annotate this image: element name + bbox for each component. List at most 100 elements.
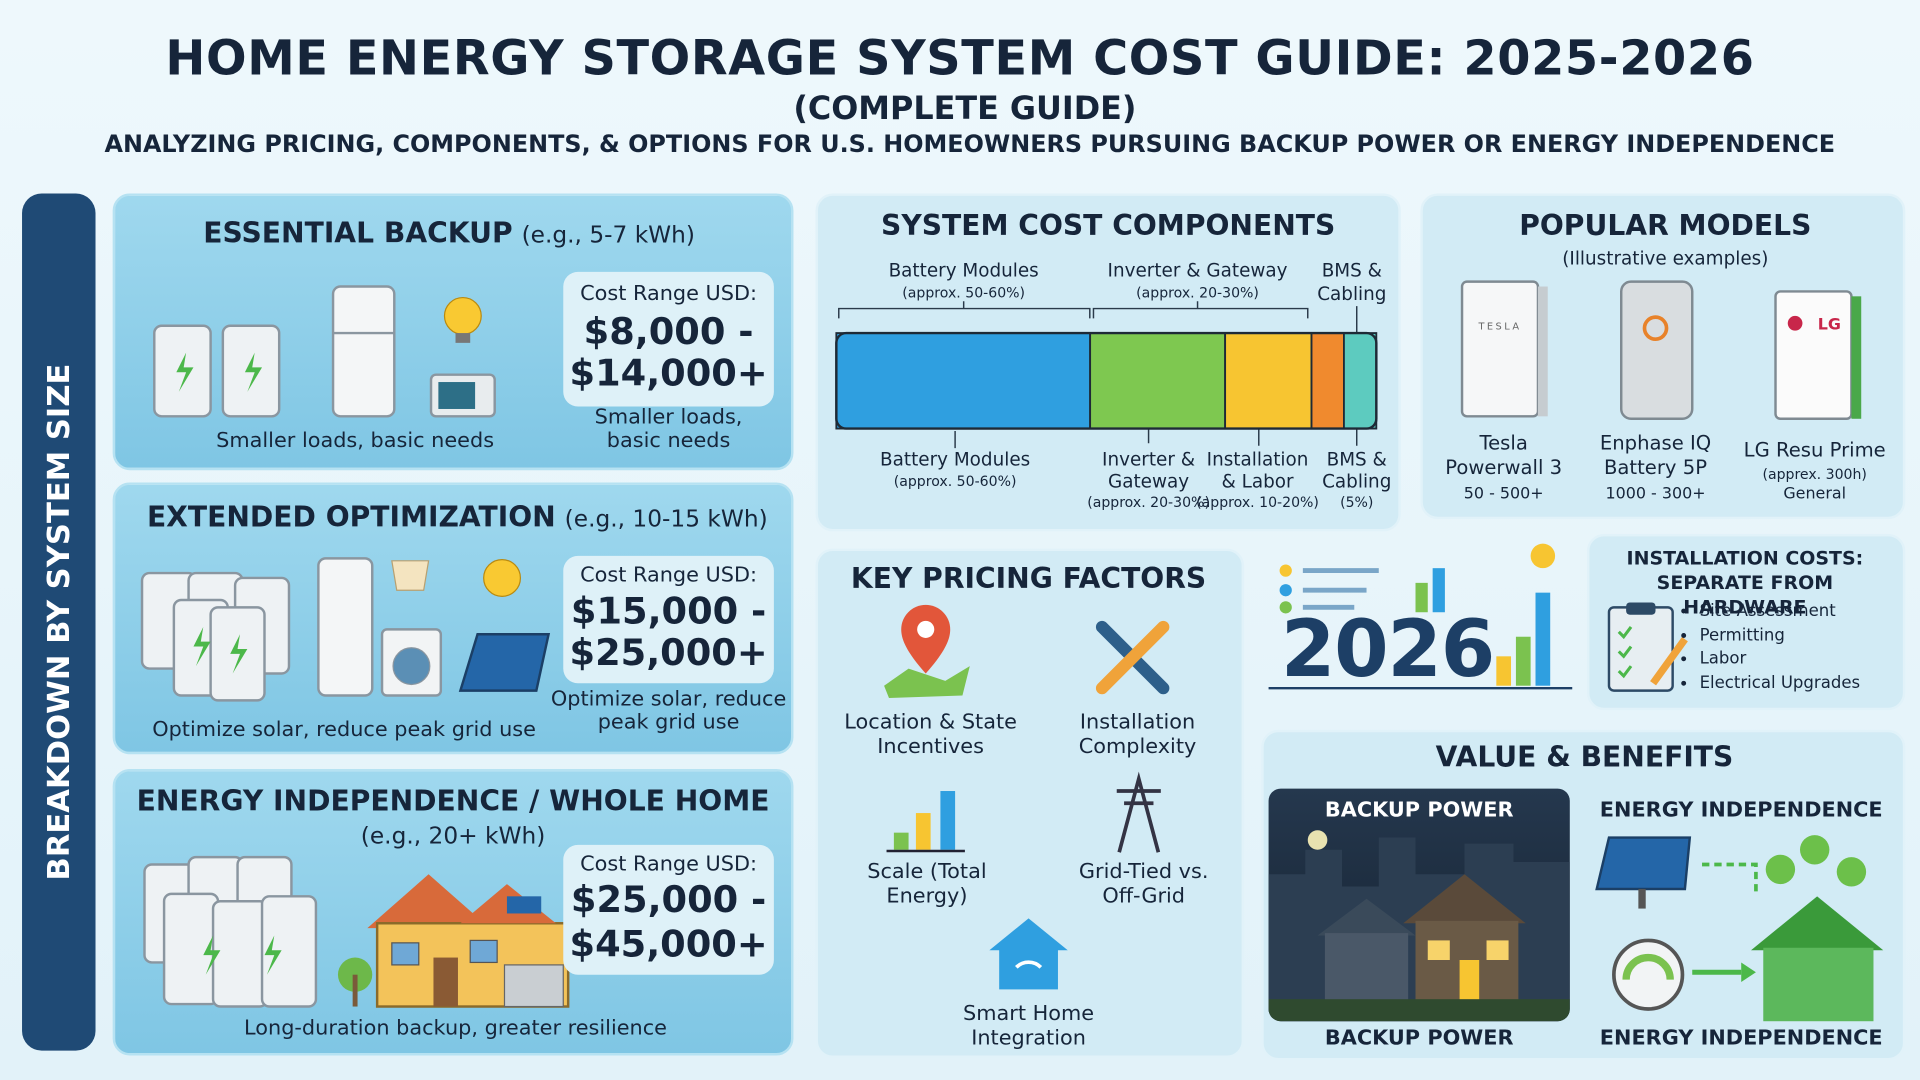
model-brand: TESLA — [1478, 320, 1522, 332]
model-extra: General — [1783, 484, 1847, 504]
icon-shape — [1622, 953, 1674, 980]
icon-shape — [1787, 315, 1803, 331]
cost-high: $14,000+ — [569, 352, 768, 396]
icon-shape — [999, 947, 1058, 990]
icon-shape — [1650, 637, 1688, 686]
icon-shape — [211, 900, 269, 1008]
tools-icon — [1095, 620, 1170, 695]
icon-shape — [1496, 656, 1512, 686]
segment-range: (approx. 50-60%) — [893, 472, 1017, 490]
factor-label: Location & State Incentives — [844, 710, 1017, 760]
icon-shape — [1530, 543, 1556, 569]
icon-shape — [331, 285, 396, 418]
key-factors-panel: KEY PRICING FACTORS Location & State Inc… — [815, 548, 1245, 1058]
tier-size: (e.g., 5-7 kWh) — [521, 221, 696, 249]
model-detail: 50 - 500+ — [1463, 484, 1544, 504]
model-name: Tesla Powerwall 3 — [1445, 431, 1563, 479]
cost-box: Cost Range USD: $8,000 - $14,000+ — [563, 271, 774, 407]
icon-shape — [264, 935, 282, 975]
segment-label: Inverter & Gateway — [1102, 448, 1196, 493]
segment-range: (approx. 10-20%) — [1196, 493, 1319, 511]
icon-shape — [1324, 933, 1409, 1002]
icon-shape — [367, 874, 490, 929]
icon-shape — [1015, 960, 1043, 969]
cost-bar-chart — [835, 301, 1378, 449]
segment-range: (approx. 50-60%) — [902, 284, 1026, 302]
cost-label: Cost Range USD: — [580, 852, 758, 877]
icon-shape — [433, 957, 458, 1007]
icon-shape — [1642, 315, 1669, 342]
icon-shape — [1751, 896, 1884, 951]
icon-shape — [203, 935, 221, 975]
list-item: Electrical Upgrades — [1700, 672, 1861, 696]
icon-shape — [1620, 280, 1694, 421]
icon-shape — [469, 939, 498, 964]
tier-panel: ESSENTIAL BACKUP (e.g., 5-7 kWh) Smaller… — [112, 193, 794, 471]
icon-shape — [438, 382, 476, 409]
icon-shape — [1617, 626, 1633, 679]
fridge-icon — [317, 557, 374, 697]
location-icon — [884, 604, 970, 698]
year: 2026 — [1280, 604, 1495, 696]
tier-icons — [143, 855, 570, 1008]
list-item: Site Assessment — [1700, 600, 1861, 624]
list-item: Permitting — [1700, 624, 1861, 648]
panel-subtitle: (Illustrative examples) — [1562, 247, 1769, 270]
tier-caption: Smaller loads, basic needs — [216, 428, 495, 454]
cost-label: Cost Range USD: — [580, 563, 758, 588]
backup-scene: BACKUP POWER — [1268, 788, 1570, 1022]
icon-shape — [1279, 601, 1292, 614]
battery-icon — [153, 324, 212, 418]
cost-components-panel: SYSTEM COST COMPONENTS Battery Modules (… — [815, 193, 1401, 532]
scale-icon — [886, 791, 965, 853]
cost-segment — [835, 332, 1092, 430]
factor-label: Installation Complexity — [1078, 710, 1197, 760]
segment-range: (5%) — [1340, 493, 1374, 511]
bracket — [838, 301, 1091, 319]
icon-shape — [1486, 940, 1509, 961]
sidebar: BREAKDOWN BY SYSTEM SIZE — [22, 193, 96, 1051]
icon-shape — [1836, 857, 1867, 887]
icon-shape — [1427, 940, 1450, 961]
benefit-caption: BACKUP POWER — [1324, 1026, 1514, 1051]
segment-label: BMS & Cabling — [1322, 448, 1392, 493]
icon-shape — [884, 666, 970, 698]
icon-shape — [1763, 947, 1874, 1022]
icon-shape — [1459, 960, 1480, 1002]
cost-bar — [835, 331, 1378, 430]
icon-shape — [503, 964, 564, 1008]
icon-shape — [443, 296, 482, 335]
icon-shape — [230, 634, 248, 674]
battery-stack — [140, 571, 291, 702]
icon-shape — [915, 813, 931, 850]
night-scene — [1268, 830, 1570, 1022]
cost-segment — [1310, 332, 1345, 430]
cost-high: $25,000+ — [569, 631, 768, 675]
model-name: Enphase IQ Battery 5P — [1599, 431, 1712, 479]
cost-low: $8,000 - — [583, 311, 754, 354]
icon-shape — [455, 333, 471, 343]
icon-shape — [352, 974, 358, 1007]
bracket — [1092, 301, 1309, 319]
solar-panel-icon — [458, 633, 551, 692]
icon-shape — [1765, 854, 1796, 885]
segment-label: Inverter & Gateway — [1107, 259, 1288, 282]
segment-label: Battery Modules — [880, 448, 1031, 471]
list-item: Labor — [1700, 648, 1861, 672]
tier-panel: ENERGY INDEPENDENCE / WHOLE HOME (e.g., … — [112, 768, 794, 1056]
panel-title: INSTALLATION COSTS: SEPARATE FROM HARDWA… — [1626, 547, 1864, 619]
icon-shape — [917, 620, 935, 638]
tier-heading: EXTENDED OPTIMIZATION (e.g., 10-15 kWh) — [147, 502, 768, 534]
icon-shape — [1741, 962, 1756, 983]
panel-title: VALUE & BENEFITS — [1435, 742, 1734, 774]
icon-shape — [989, 918, 1068, 951]
icon-shape — [1302, 568, 1379, 610]
icon-shape — [1095, 620, 1170, 695]
segment-range: (approx. 20-30%) — [1087, 493, 1210, 511]
cost-label: Cost Range USD: — [580, 281, 758, 307]
icon-shape — [1403, 874, 1526, 924]
battery-icon — [221, 324, 281, 418]
icon-shape — [506, 896, 542, 914]
